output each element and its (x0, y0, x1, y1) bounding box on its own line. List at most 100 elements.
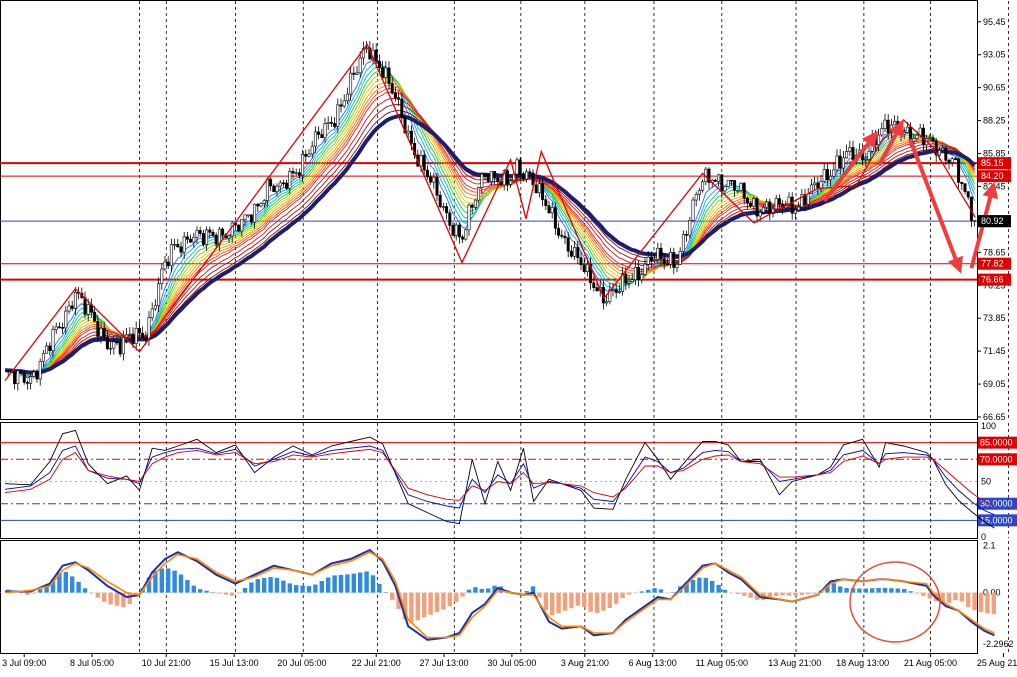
candle (349, 72, 353, 95)
candle (851, 147, 855, 161)
candle (403, 117, 407, 134)
candle (176, 243, 180, 248)
candle (617, 291, 621, 293)
macd-histogram-bar (255, 579, 260, 593)
macd-histogram-bar (972, 592, 977, 611)
candle (966, 191, 970, 198)
macd-histogram-bar (479, 588, 484, 593)
candle (441, 206, 445, 208)
macd-histogram-bar (882, 587, 888, 593)
candle (633, 266, 637, 281)
macd-histogram-bar (742, 592, 747, 596)
macd-y-tick-label: 2.1 (983, 540, 996, 550)
macd-histogram-bar (575, 592, 580, 606)
macd-histogram-bar (710, 580, 715, 593)
candle (880, 128, 884, 136)
candle (573, 246, 577, 257)
candle (950, 158, 954, 163)
candle (931, 137, 935, 142)
osc-y-tick-label: 50 (981, 477, 991, 487)
macd-panel-frame (0, 540, 978, 654)
candle (502, 170, 506, 186)
macd-histogram-bar (735, 592, 740, 595)
candle (864, 159, 868, 161)
candle (429, 176, 433, 183)
macd-histogram-bar (889, 588, 894, 593)
macd-histogram-bar (338, 574, 344, 593)
macd-histogram-bar (204, 590, 209, 593)
candle (435, 176, 439, 196)
macd-histogram-bar (870, 588, 875, 593)
candle (467, 204, 471, 231)
candle (736, 189, 740, 192)
candle (208, 229, 212, 233)
candle (953, 158, 957, 160)
y-tick-label: 95.45 (983, 17, 1006, 27)
macd-histogram-bar (466, 589, 472, 593)
macd-histogram-bar (319, 581, 324, 593)
candle (477, 187, 481, 201)
candle (169, 244, 173, 267)
candle (438, 194, 442, 208)
macd-histogram-bar (569, 592, 574, 609)
candle (163, 261, 167, 270)
level-label: 84.20 (981, 171, 1004, 181)
candle (816, 182, 820, 189)
candle (115, 341, 119, 344)
candle (291, 171, 295, 174)
candle (659, 247, 663, 260)
candle (377, 60, 381, 68)
candle (54, 326, 58, 330)
candle (566, 237, 570, 252)
macd-histogram-bar (473, 587, 478, 593)
candle (614, 289, 618, 293)
macd-histogram-bar (454, 592, 459, 603)
candle (653, 259, 657, 261)
candle (941, 148, 945, 151)
macd-histogram-bar (428, 592, 433, 615)
macd-histogram-bar (530, 586, 536, 593)
candle (531, 172, 535, 186)
macd-histogram-bar (722, 589, 728, 593)
candle (867, 150, 871, 160)
macd-histogram-bar (652, 588, 657, 593)
macd-histogram-bar (646, 589, 651, 593)
candle (656, 247, 660, 260)
trend-arrow-head (888, 119, 904, 138)
candle (57, 326, 61, 329)
candle (713, 179, 717, 182)
osc-y-tick-label: 0 (981, 532, 986, 542)
candle (313, 131, 317, 147)
x-tick-label: 15 Jul 13:00 (210, 658, 259, 668)
macd-histogram-bar (274, 577, 280, 593)
candle (963, 183, 967, 192)
candle (697, 190, 701, 195)
candle (237, 224, 241, 232)
candle (800, 194, 804, 208)
candle (957, 158, 961, 183)
x-tick-label: 25 Aug 21:00 (977, 658, 1017, 668)
macd-histogram-bar (262, 578, 267, 593)
candle (835, 155, 839, 171)
candle (227, 235, 231, 239)
candle (726, 179, 730, 187)
macd-histogram-bar (191, 585, 196, 593)
candle (160, 268, 164, 284)
candle (745, 197, 749, 204)
macd-histogram-bar (908, 591, 913, 593)
candle (384, 67, 388, 78)
candle (93, 312, 97, 322)
candle (521, 174, 525, 180)
macd-histogram-bar (991, 592, 996, 615)
candle (294, 172, 298, 175)
candle (928, 137, 932, 140)
level-label-box (978, 257, 1011, 270)
x-tick-label: 11 Aug 05:00 (696, 658, 748, 668)
macd-histogram-bar (639, 591, 644, 593)
candle (723, 186, 727, 192)
candle (105, 336, 109, 350)
candle (374, 49, 378, 62)
macd-histogram-bar (326, 577, 331, 593)
